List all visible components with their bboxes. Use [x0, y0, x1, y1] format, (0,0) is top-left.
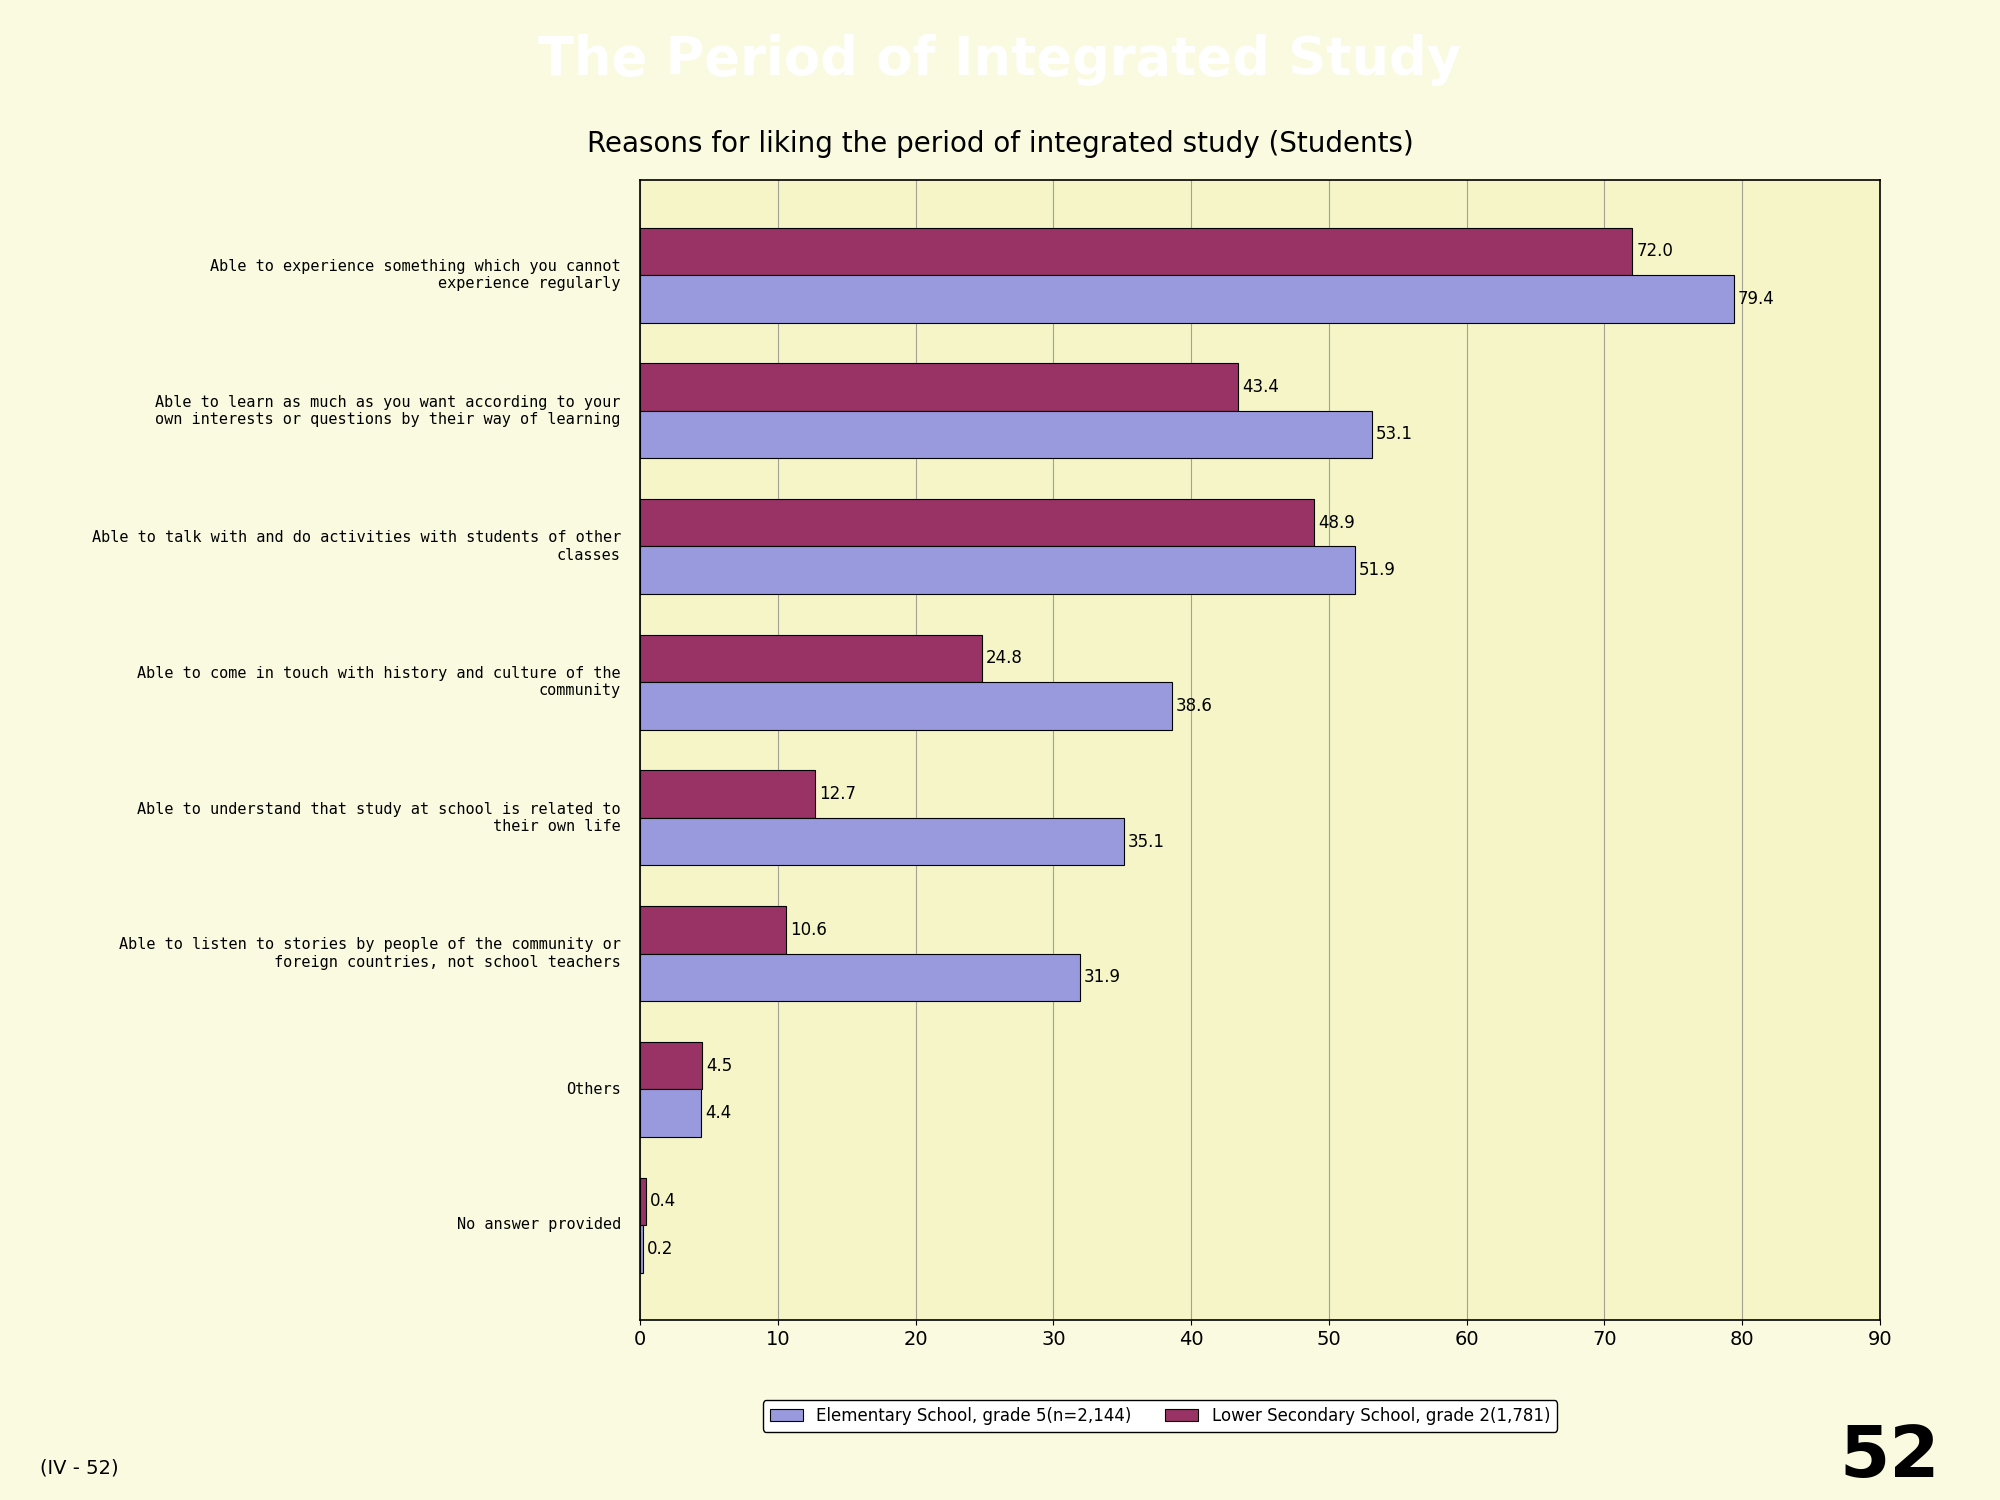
Bar: [640, 954, 1080, 1000]
Text: 72.0: 72.0: [1636, 242, 1674, 261]
Text: No answer provided: No answer provided: [456, 1218, 620, 1233]
Text: Reasons for liking the period of integrated study (Students): Reasons for liking the period of integra…: [586, 129, 1414, 158]
Bar: [640, 1226, 642, 1272]
Text: 0.4: 0.4: [650, 1192, 676, 1210]
Bar: [640, 274, 1734, 322]
Bar: [640, 500, 1314, 546]
Bar: [640, 1089, 700, 1137]
Bar: [640, 818, 1124, 866]
Text: The Period of Integrated Study: The Period of Integrated Study: [538, 34, 1462, 86]
Bar: [640, 906, 786, 954]
Text: 43.4: 43.4: [1242, 378, 1278, 396]
Bar: [640, 411, 1372, 458]
Bar: [640, 546, 1356, 594]
Text: 10.6: 10.6: [790, 921, 828, 939]
Bar: [640, 228, 1632, 274]
Text: 24.8: 24.8: [986, 650, 1022, 668]
Text: Able to learn as much as you want according to your
own interests or questions b: Able to learn as much as you want accord…: [156, 394, 620, 427]
Text: 12.7: 12.7: [820, 784, 856, 802]
Text: 31.9: 31.9: [1084, 969, 1120, 987]
Text: 38.6: 38.6: [1176, 698, 1212, 715]
Text: 79.4: 79.4: [1738, 290, 1774, 308]
Text: 4.4: 4.4: [704, 1104, 732, 1122]
Bar: [640, 1178, 646, 1225]
Text: Able to come in touch with history and culture of the
community: Able to come in touch with history and c…: [138, 666, 620, 699]
Text: 48.9: 48.9: [1318, 513, 1354, 531]
Text: 51.9: 51.9: [1360, 561, 1396, 579]
Text: 0.2: 0.2: [646, 1239, 674, 1257]
Text: (IV - 52): (IV - 52): [40, 1458, 118, 1478]
Legend: Elementary School, grade 5(n=2,144), Lower Secondary School, grade 2(1,781): Elementary School, grade 5(n=2,144), Low…: [764, 1401, 1556, 1431]
Text: 35.1: 35.1: [1128, 833, 1164, 850]
Text: Able to understand that study at school is related to
their own life: Able to understand that study at school …: [138, 801, 620, 834]
Text: 52: 52: [1840, 1424, 1940, 1492]
Text: Others: Others: [566, 1082, 620, 1096]
Text: Able to listen to stories by people of the community or
foreign countries, not s: Able to listen to stories by people of t…: [118, 938, 620, 970]
Bar: [640, 771, 814, 818]
Bar: [640, 634, 982, 682]
Bar: [640, 1042, 702, 1089]
Text: 53.1: 53.1: [1376, 426, 1412, 444]
Bar: [640, 682, 1172, 729]
Text: Able to experience something which you cannot
experience regularly: Able to experience something which you c…: [210, 260, 620, 291]
Text: 4.5: 4.5: [706, 1056, 732, 1074]
Text: Able to talk with and do activities with students of other
classes: Able to talk with and do activities with…: [92, 530, 620, 562]
Bar: [640, 363, 1238, 411]
